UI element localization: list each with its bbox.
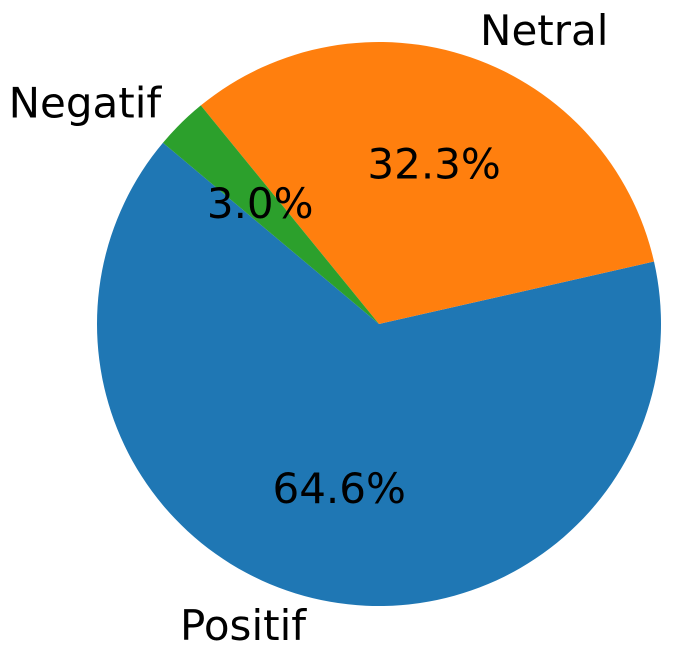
percent-label-positif: 64.6% <box>272 464 405 513</box>
pie-slice-negatif <box>162 105 379 324</box>
category-label-positif: Positif <box>180 601 307 650</box>
pie-slice-netral <box>200 42 655 325</box>
pie-labels: Positif 64.6% Netral 32.3% Negatif 3.0% <box>9 6 609 650</box>
percent-label-negatif: 3.0% <box>207 179 314 228</box>
percent-label-netral: 32.3% <box>367 140 500 189</box>
pie-slices <box>96 42 662 606</box>
category-label-netral: Netral <box>480 6 608 55</box>
pie-slice-positif <box>96 142 662 606</box>
category-label-negatif: Negatif <box>9 79 163 128</box>
